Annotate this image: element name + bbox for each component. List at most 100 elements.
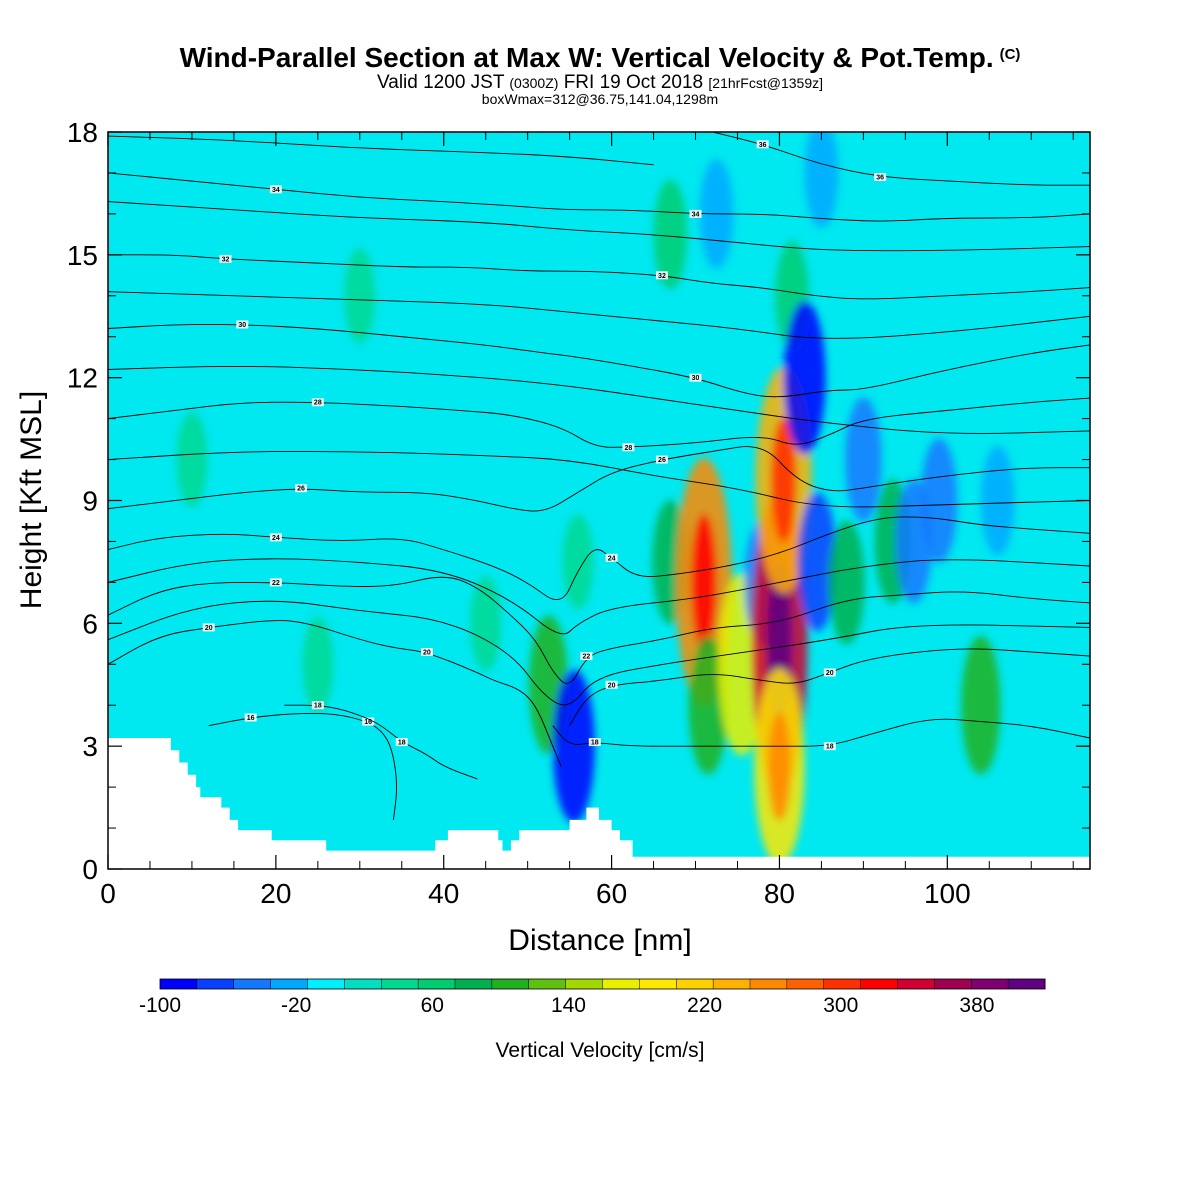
contour-label: 28 bbox=[624, 445, 632, 452]
colorbar-swatch bbox=[676, 979, 714, 989]
contour-label-bg bbox=[622, 443, 635, 452]
contour-label-bg bbox=[823, 668, 836, 677]
velocity-cell bbox=[688, 635, 728, 775]
colorbar-swatch bbox=[971, 979, 1009, 989]
forecast-info: [21hrFcst@1359z] bbox=[708, 75, 823, 91]
contour-label-bg bbox=[269, 185, 282, 194]
x-tick-label: 0 bbox=[100, 878, 116, 909]
terrain-mask bbox=[108, 738, 1090, 869]
colorbar-swatch bbox=[750, 979, 788, 989]
y-tick-label: 6 bbox=[82, 608, 98, 639]
contour-label: 30 bbox=[238, 322, 246, 329]
theta-contour-line bbox=[108, 620, 562, 767]
contour-label-bg bbox=[244, 713, 257, 722]
colorbar-tick-label: 140 bbox=[551, 994, 586, 1017]
velocity-cell bbox=[828, 520, 865, 645]
contour-label-bg bbox=[756, 140, 769, 149]
velocity-cell bbox=[552, 669, 595, 823]
contour-label: 34 bbox=[272, 187, 280, 194]
contour-label: 20 bbox=[826, 670, 834, 677]
box-info: boxWmax=312@36.75,141.04,1298m bbox=[481, 91, 719, 107]
contour-label-bg bbox=[655, 455, 668, 464]
contour-label: 24 bbox=[272, 535, 280, 542]
contour-label: 36 bbox=[759, 142, 767, 149]
x-tick-label: 20 bbox=[260, 878, 291, 909]
velocity-cell-core bbox=[768, 712, 791, 821]
x-tick-label: 100 bbox=[924, 878, 971, 909]
velocity-cell bbox=[797, 492, 837, 632]
colorbar-swatch bbox=[528, 979, 567, 989]
colorbar-swatch bbox=[639, 979, 677, 989]
velocity-cell bbox=[653, 179, 688, 290]
colorbar-swatch bbox=[344, 979, 382, 989]
contour-label-bg bbox=[269, 578, 282, 587]
x-tick-label: 60 bbox=[596, 878, 627, 909]
velocity-cell bbox=[176, 412, 208, 507]
contour-label: 18 bbox=[314, 703, 322, 710]
contour-label: 32 bbox=[658, 273, 666, 280]
contour-label-bg bbox=[236, 320, 249, 329]
contour-label-bg bbox=[269, 533, 282, 542]
colorbar-swatch bbox=[418, 979, 456, 989]
theta-contour-line bbox=[108, 201, 1090, 252]
theta-contour-line bbox=[108, 135, 654, 166]
contour-label: 36 bbox=[876, 175, 884, 182]
y-tick-label: 0 bbox=[82, 854, 98, 885]
contour-label-bg bbox=[605, 553, 618, 562]
y-tick-label: 15 bbox=[67, 240, 98, 271]
contour-label: 22 bbox=[272, 580, 280, 587]
contour-label-bg bbox=[420, 647, 433, 656]
colorbar-swatch bbox=[491, 979, 530, 989]
y-tick-label: 9 bbox=[82, 486, 98, 517]
copyright-mark: (C) bbox=[999, 46, 1021, 63]
vertical-velocity-field bbox=[176, 132, 1015, 866]
colorbar-swatch bbox=[823, 979, 862, 989]
contour-label: 18 bbox=[398, 740, 406, 747]
contour-label: 16 bbox=[247, 715, 255, 722]
colorbar-swatch bbox=[307, 979, 345, 989]
contour-label: 26 bbox=[297, 486, 305, 493]
chart-title: Wind-Parallel Section at Max W: Vertical… bbox=[0, 42, 1200, 74]
colorbar-swatch bbox=[233, 979, 272, 989]
contour-label: 20 bbox=[423, 649, 431, 656]
colorbar-swatch bbox=[381, 979, 419, 989]
x-axis-label: Distance [nm] bbox=[508, 924, 691, 957]
colorbar-swatch bbox=[602, 979, 640, 989]
contour-label: 24 bbox=[608, 555, 616, 562]
contour-label-bg bbox=[823, 742, 836, 751]
valid-time-line: Valid 1200 JST (0300Z) FRI 19 Oct 2018 [… bbox=[0, 72, 1200, 94]
theta-contour-line bbox=[108, 172, 1090, 222]
contour-label: 16 bbox=[364, 719, 372, 726]
valid-date: FRI 19 Oct 2018 bbox=[563, 72, 704, 93]
colorbar-swatch bbox=[934, 979, 972, 989]
contour-label-bg bbox=[689, 209, 702, 218]
colorbar-tick-label: 380 bbox=[959, 994, 994, 1017]
colorbar-tick-label: 300 bbox=[823, 994, 858, 1017]
velocity-cell bbox=[845, 397, 882, 522]
velocity-cell bbox=[804, 132, 839, 228]
contour-label-bg bbox=[295, 484, 308, 493]
contour-label-bg bbox=[202, 623, 215, 632]
y-tick-label: 3 bbox=[82, 731, 98, 762]
contour-label: 20 bbox=[608, 682, 616, 689]
velocity-cell bbox=[344, 248, 376, 344]
theta-contour-line bbox=[552, 718, 1090, 747]
contour-label: 34 bbox=[692, 211, 700, 218]
contour-label-bg bbox=[605, 680, 618, 689]
contour-label: 30 bbox=[692, 375, 700, 382]
colorbar-tick-label: 60 bbox=[421, 994, 444, 1017]
velocity-cell bbox=[302, 616, 334, 712]
contour-label-bg bbox=[362, 717, 375, 726]
contour-label-bg bbox=[311, 701, 324, 710]
theta-contour-line bbox=[108, 516, 1090, 601]
velocity-cell bbox=[961, 635, 1001, 775]
theta-contour-line bbox=[108, 291, 1090, 339]
theta-contour-line bbox=[569, 648, 1090, 726]
theta-contour-line bbox=[108, 365, 1090, 434]
y-tick-label: 18 bbox=[67, 117, 98, 148]
title-text: Wind-Parallel Section at Max W: Vertical… bbox=[179, 42, 994, 73]
theta-contour-line bbox=[108, 323, 1090, 398]
contour-label-bg bbox=[580, 652, 593, 661]
